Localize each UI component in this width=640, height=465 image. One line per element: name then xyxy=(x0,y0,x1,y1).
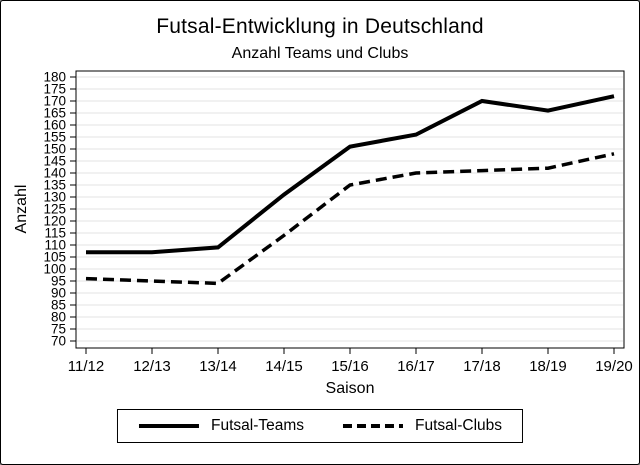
legend-item-futsal-teams: Futsal-Teams xyxy=(138,417,304,435)
y-tick-label-180: 180 xyxy=(43,70,66,85)
legend-item-futsal-clubs: Futsal-Clubs xyxy=(342,417,502,435)
x-tick-label-19/20: 19/20 xyxy=(595,358,633,375)
y-tick-label-170: 170 xyxy=(43,94,66,109)
x-tick-label-13/14: 13/14 xyxy=(199,358,237,375)
y-tick-label-155: 155 xyxy=(43,130,66,145)
y-tick-label-80: 80 xyxy=(51,310,66,325)
chart-subtitle: Anzahl Teams und Clubs xyxy=(231,45,409,62)
x-tick-label-12/13: 12/13 xyxy=(133,358,171,375)
y-tick-label-150: 150 xyxy=(43,142,66,157)
series-line-futsal-teams xyxy=(86,94,615,255)
x-tick-label-17/18: 17/18 xyxy=(463,358,501,375)
y-tick-label-100: 100 xyxy=(43,262,66,277)
y-tick-label-85: 85 xyxy=(51,298,66,313)
chart-title: Futsal-Entwicklung in Deutschland xyxy=(156,15,484,38)
y-tick-label-95: 95 xyxy=(51,274,66,289)
y-tick-label-110: 110 xyxy=(44,238,66,253)
dashed-line-swatch xyxy=(343,424,404,428)
x-tick-label-16/17: 16/17 xyxy=(397,358,435,375)
y-tick-label-130: 130 xyxy=(43,190,66,205)
legend: Futsal-Teams Futsal-Clubs xyxy=(116,409,524,443)
y-tick-label-125: 125 xyxy=(43,202,66,217)
x-axis-title: Saison xyxy=(325,380,375,397)
y-tick-label-105: 105 xyxy=(43,250,66,265)
y-tick-label-70: 70 xyxy=(51,334,66,349)
y-tick-label-140: 140 xyxy=(43,166,66,181)
x-tick-label-18/19: 18/19 xyxy=(529,358,567,375)
y-tick-label-90: 90 xyxy=(51,286,66,301)
legend-label-futsal-teams: Futsal-Teams xyxy=(210,417,305,434)
y-axis-title: Anzahl xyxy=(13,184,30,234)
y-tick-label-165: 165 xyxy=(43,106,66,121)
solid-line-swatch xyxy=(138,424,199,428)
series-line-futsal-clubs xyxy=(85,152,615,286)
y-tick-label-120: 120 xyxy=(43,214,66,229)
y-tick-label-145: 145 xyxy=(43,154,66,169)
y-tick-label-135: 135 xyxy=(43,178,66,193)
x-tick-label-15/16: 15/16 xyxy=(331,358,369,375)
y-tick-label-75: 75 xyxy=(51,322,66,337)
y-tick-label-115: 115 xyxy=(44,226,66,241)
legend-label-futsal-clubs: Futsal-Clubs xyxy=(415,417,503,434)
y-tick-label-160: 160 xyxy=(43,118,66,133)
x-tick-label-11/12: 11/12 xyxy=(68,358,104,375)
x-tick-label-14/15: 14/15 xyxy=(265,358,303,375)
y-tick-label-175: 175 xyxy=(43,82,66,97)
